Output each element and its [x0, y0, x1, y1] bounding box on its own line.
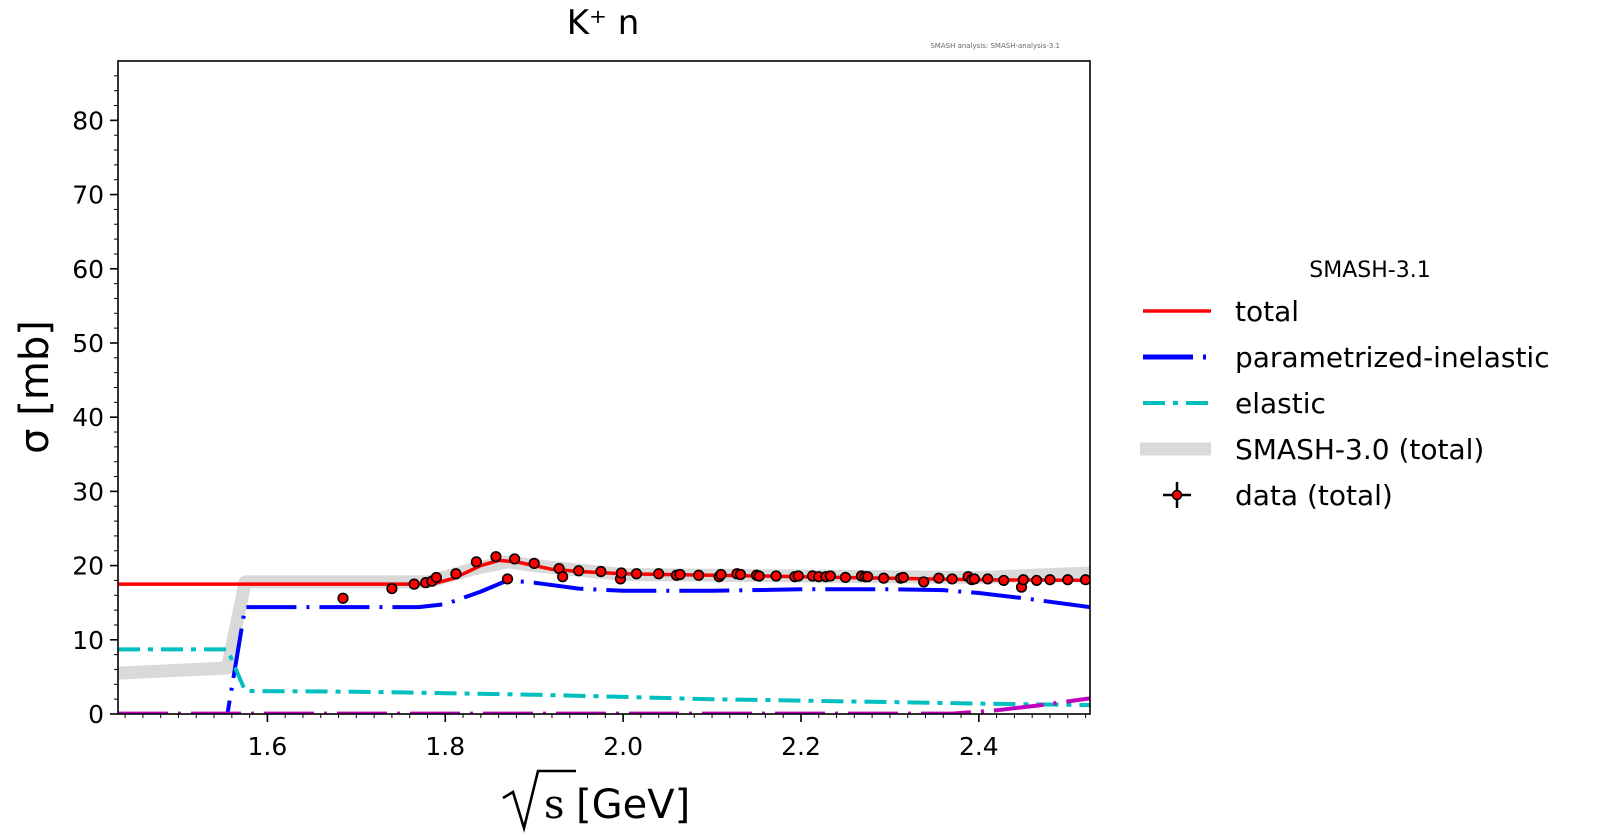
- legend-item-total: total: [1143, 295, 1299, 328]
- data-point: [1017, 574, 1029, 586]
- data-point: [734, 568, 747, 581]
- data-point: [490, 551, 502, 563]
- legend-item-parametrized-inelastic: parametrized-inelastic: [1143, 341, 1550, 374]
- x-axis-ticks: 1.6 1.8 2.0 2.2 2.4: [124, 714, 1087, 761]
- analysis-watermark: SMASH analysis: SMASH-analysis-3.1: [930, 42, 1060, 50]
- y-tick-label: 30: [72, 477, 104, 506]
- x-tick-label: 1.6: [248, 732, 288, 761]
- data-point: [386, 582, 398, 595]
- x-axis-label-unit: [GeV]: [576, 782, 690, 828]
- y-tick-label: 70: [72, 181, 104, 210]
- data-point: [753, 570, 765, 582]
- data-point: [792, 570, 804, 582]
- data-point: [595, 565, 607, 578]
- data-point: [573, 565, 585, 577]
- data-point: [1044, 574, 1056, 586]
- data-point: [615, 567, 627, 579]
- sqrt-symbol-icon: [502, 769, 576, 833]
- series-line-unlabeled-4: [118, 696, 1090, 714]
- data-point: [557, 571, 569, 583]
- plot-frame: [117, 60, 1091, 715]
- y-tick-label: 40: [72, 403, 104, 432]
- y-tick-label: 80: [72, 106, 104, 135]
- data-point: [998, 574, 1010, 587]
- legend-swatch-data-marker: [1171, 489, 1183, 501]
- chart-title: K⁺ n: [567, 3, 640, 43]
- legend-label-data: data (total): [1235, 479, 1393, 512]
- y-tick-label: 0: [88, 700, 104, 729]
- data-point: [878, 572, 890, 584]
- series-layer: [118, 555, 1090, 714]
- data-point: [897, 571, 909, 584]
- data-point: [1079, 574, 1090, 586]
- legend-item-smash30: SMASH-3.0 (total): [1140, 433, 1484, 466]
- legend-label-smash30: SMASH-3.0 (total): [1235, 433, 1484, 466]
- y-tick-label: 10: [72, 626, 104, 655]
- data-point: [693, 569, 705, 581]
- data-point: [982, 573, 994, 585]
- x-axis-label-radicand: s: [544, 782, 565, 828]
- data-point: [501, 573, 514, 585]
- legend-title: SMASH-3.1: [1309, 258, 1430, 283]
- x-tick-label: 2.0: [603, 732, 643, 761]
- data-point: [1031, 574, 1043, 587]
- legend-label-total: total: [1235, 295, 1299, 328]
- data-point: [653, 568, 665, 580]
- data-point: [528, 557, 540, 569]
- data-point: [1062, 574, 1074, 586]
- data-point: [674, 568, 686, 581]
- data-point: [430, 571, 442, 584]
- y-axis-ticks: 0 10 20 30 40 50 60 70 80: [72, 75, 118, 729]
- data-point: [824, 570, 836, 582]
- x-tick-label: 1.8: [425, 732, 465, 761]
- legend-item-elastic: elastic: [1143, 387, 1326, 420]
- y-tick-label: 20: [72, 552, 104, 581]
- data-point: [968, 573, 980, 585]
- data-point: [862, 571, 874, 583]
- data-point: [918, 576, 930, 588]
- data-point: [408, 578, 420, 590]
- y-axis-label: σ [mb]: [12, 320, 58, 454]
- x-tick-label: 2.2: [781, 732, 821, 761]
- series-line-parametrized-inelastic: [118, 578, 1090, 714]
- x-axis-label: s [GeV]: [502, 769, 690, 833]
- data-point: [509, 553, 521, 565]
- data-point: [470, 556, 482, 568]
- legend: SMASH-3.1 total parametrized-inelastic e…: [1140, 258, 1550, 512]
- data-points-layer: [337, 551, 1090, 604]
- data-point: [770, 570, 782, 582]
- x-tick-label: 2.4: [959, 732, 999, 761]
- legend-item-data: data (total): [1163, 479, 1393, 512]
- legend-label-inelastic: parametrized-inelastic: [1235, 341, 1550, 374]
- series-line-elastic: [118, 647, 1090, 708]
- legend-label-elastic: elastic: [1235, 387, 1326, 420]
- data-point: [946, 573, 958, 585]
- data-point: [450, 568, 462, 580]
- data-point: [715, 568, 727, 581]
- data-point: [337, 592, 349, 604]
- y-tick-label: 60: [72, 255, 104, 284]
- data-point: [630, 568, 643, 580]
- data-point: [933, 572, 945, 584]
- y-tick-label: 50: [72, 329, 104, 358]
- data-point: [839, 571, 852, 584]
